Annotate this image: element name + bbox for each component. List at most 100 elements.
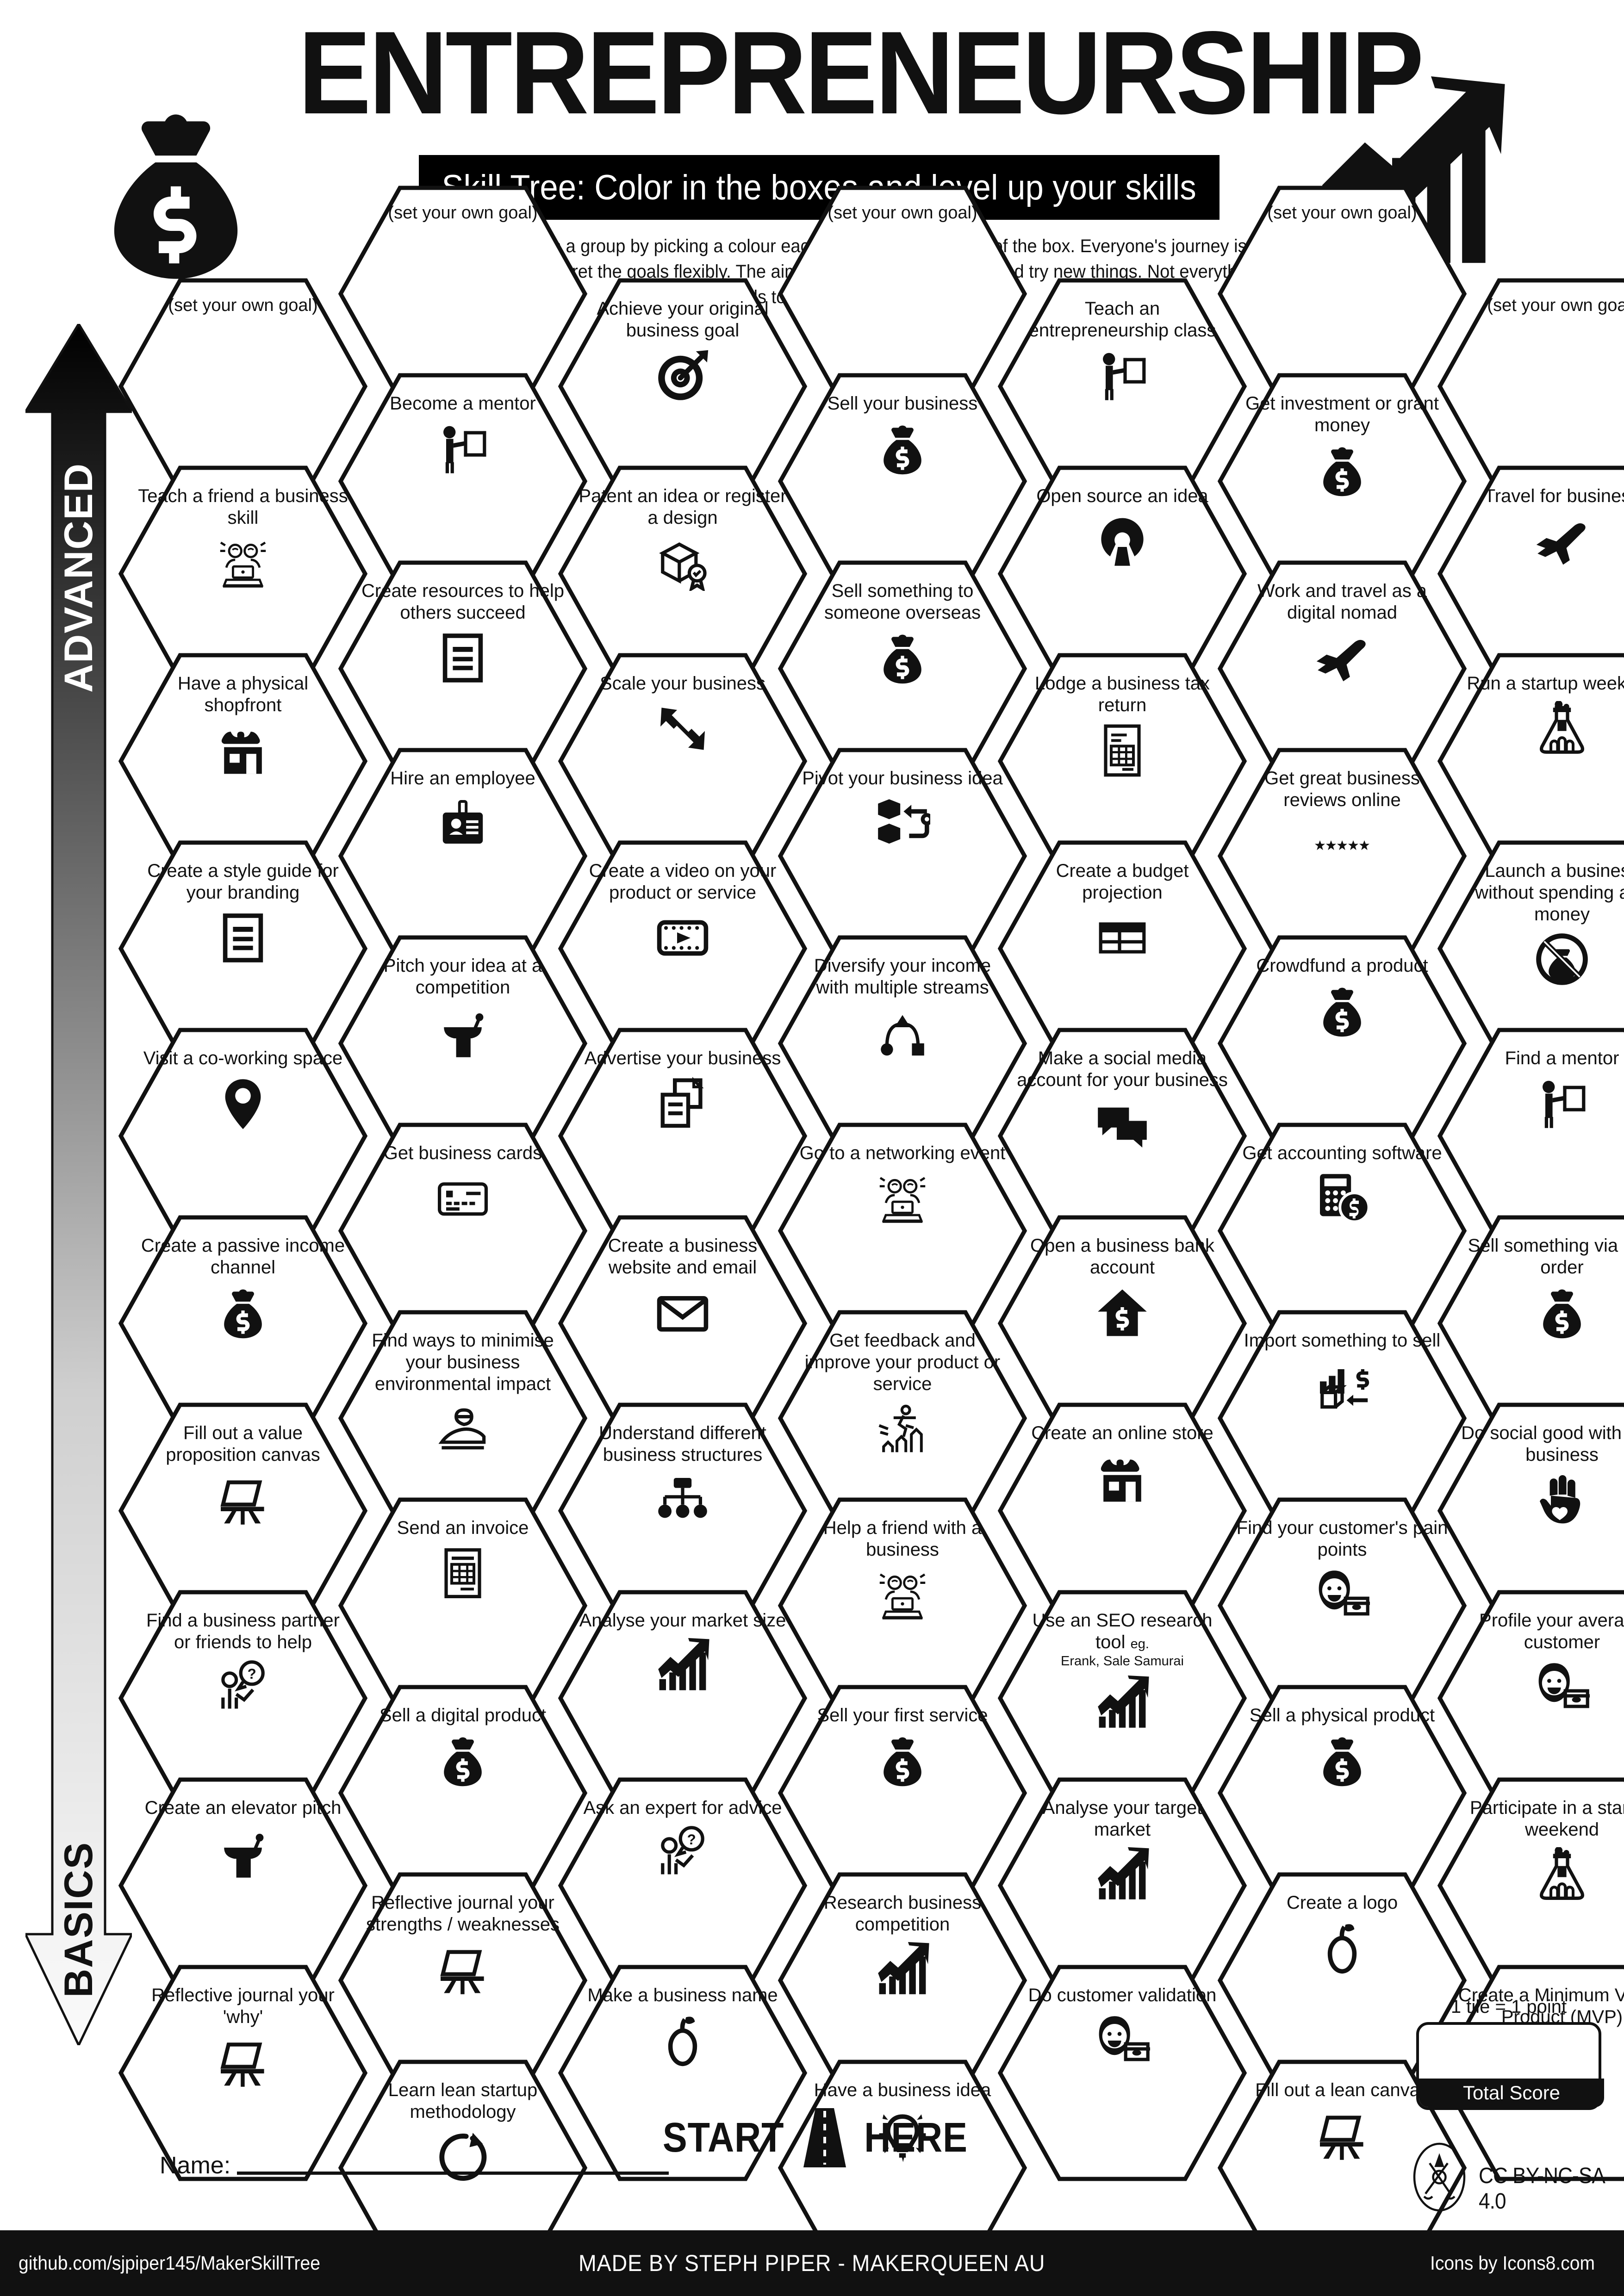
skill-hex[interactable]: Get business cards: [338, 1122, 588, 1340]
document-lines-icon: [435, 630, 491, 686]
bar-chart-arrow-icon: [1095, 1675, 1150, 1731]
skill-hex[interactable]: Import something to sell: [1217, 1309, 1467, 1527]
skill-hex[interactable]: Use an SEO research tool eg. Erank, Sale …: [997, 1589, 1247, 1807]
skill-hex[interactable]: Create an online store: [997, 1402, 1247, 1620]
skill-hex[interactable]: Create a budget projection: [997, 840, 1247, 1057]
skill-hex[interactable]: Help a friend with a business: [778, 1497, 1027, 1714]
skill-hex[interactable]: Get accounting software: [1217, 1122, 1467, 1340]
skill-hex-label: Open source an idea: [1036, 486, 1208, 506]
skill-hex[interactable]: Sell your first service: [778, 1684, 1027, 1902]
skill-hex[interactable]: Advertise your business: [558, 1027, 808, 1245]
skill-hex[interactable]: (set your own goal): [778, 185, 1027, 403]
score-frame[interactable]: Total Score: [1416, 2022, 1604, 2110]
skill-hex[interactable]: Send an invoice: [338, 1497, 588, 1714]
skill-hex[interactable]: Find ways to minimise your business envi…: [338, 1309, 588, 1527]
subtitle-banner: Skill Tree: Color in the boxes and level…: [419, 155, 1220, 220]
skill-hex-label: Create an elevator pitch: [144, 1798, 342, 1818]
skill-hex[interactable]: Ask an expert for advice?: [558, 1777, 808, 1994]
skill-hex[interactable]: Research business competition: [778, 1872, 1027, 2089]
skill-hex[interactable]: Create a video on your product or servic…: [558, 840, 808, 1057]
skill-hex[interactable]: Crowdfund a product: [1217, 935, 1467, 1152]
skill-hex[interactable]: Hire an employee: [338, 747, 588, 965]
skill-hex[interactable]: Sell something to someone overseas: [778, 560, 1027, 777]
skill-hex[interactable]: Participate in a startup weekend: [1437, 1777, 1624, 1994]
skill-hex[interactable]: Create a style guide for your branding: [118, 840, 368, 1057]
skill-hex[interactable]: Have a business idea: [778, 2059, 1027, 2277]
skill-hex[interactable]: Sell your business: [778, 372, 1027, 590]
skill-hex[interactable]: Pitch your idea at a competition: [338, 935, 588, 1152]
skill-hex-label: Launch a business without spending any m…: [1475, 861, 1624, 925]
target-icon: [655, 348, 710, 403]
skill-hex[interactable]: Sell a digital product: [338, 1684, 588, 1902]
skill-hex[interactable]: Become a mentor: [338, 372, 588, 590]
skill-hex-label: Do social good with your business: [1461, 1423, 1624, 1465]
skill-hex[interactable]: Go to a networking event: [778, 1122, 1027, 1340]
skill-hex[interactable]: Sell something via pre-order: [1437, 1215, 1624, 1432]
skill-hex[interactable]: Sell a physical product: [1217, 1684, 1467, 1902]
skill-hex-label: Understand different business structures: [599, 1423, 766, 1465]
bottom-bar: github.com/sjpiper145/MakerSkillTree MAD…: [0, 2230, 1624, 2296]
skill-hex[interactable]: Lodge a business tax return: [997, 652, 1247, 870]
total-score-box[interactable]: Total Score: [1416, 2022, 1604, 2124]
skill-hex[interactable]: Open a business bank account: [997, 1215, 1247, 1432]
skill-hex[interactable]: Scale your business: [558, 652, 808, 870]
skill-hex[interactable]: Create a business website and email: [558, 1215, 808, 1432]
skill-hex[interactable]: Have a physical shopfront: [118, 652, 368, 870]
skill-hex[interactable]: (set your own goal): [118, 278, 368, 495]
road-icon: [803, 2108, 846, 2167]
skill-hex[interactable]: Fill out a value proposition canvas: [118, 1402, 368, 1620]
skill-hex[interactable]: Run a startup weekend: [1437, 652, 1624, 870]
skill-hex[interactable]: Create a passive income channel: [118, 1215, 368, 1432]
skill-hex[interactable]: Teach an entrepreneurship class: [997, 278, 1247, 495]
skill-hex[interactable]: Create resources to help others succeed: [338, 560, 588, 777]
name-field-row[interactable]: Name:: [160, 2142, 669, 2179]
skill-hex[interactable]: Visit a co-working space: [118, 1027, 368, 1245]
icons-credit[interactable]: Icons by Icons8.com: [1430, 2252, 1595, 2274]
org-chart-icon: [655, 1472, 710, 1528]
skill-hex-label: Create a business website and email: [608, 1235, 758, 1278]
skill-hex-label: Create a passive income channel: [141, 1235, 345, 1278]
skill-hex[interactable]: Learn lean startup methodology: [338, 2059, 588, 2277]
skill-hex[interactable]: Reflective journal your 'why': [118, 1964, 368, 2182]
skill-hex[interactable]: Diversify your income with multiple stre…: [778, 935, 1027, 1152]
skill-hex[interactable]: Make a social media account for your bus…: [997, 1027, 1247, 1245]
skill-hex[interactable]: (set your own goal): [1437, 278, 1624, 495]
skill-hex[interactable]: Do customer validation: [997, 1964, 1247, 2182]
skill-hex-label: Work and travel as a digital nomad: [1257, 581, 1427, 623]
name-input-line[interactable]: [237, 2172, 669, 2175]
skill-hex[interactable]: Analyse your market size: [558, 1589, 808, 1807]
skill-hex[interactable]: Create an elevator pitch: [118, 1777, 368, 1994]
copy-doc-icon: [655, 1076, 710, 1131]
skill-hex[interactable]: Find a business partner or friends to he…: [118, 1589, 368, 1807]
skill-hex[interactable]: Patent an idea or register a design: [558, 465, 808, 683]
skill-hex[interactable]: Fill out a lean canvas: [1217, 2059, 1467, 2277]
skill-hex[interactable]: Work and travel as a digital nomad: [1217, 560, 1467, 777]
skill-hex[interactable]: Teach a friend a business skill: [118, 465, 368, 683]
pear-icon: [655, 2013, 710, 2068]
skill-hex[interactable]: Analyse your target market: [997, 1777, 1247, 1994]
skill-hex[interactable]: Get feedback and improve your product or…: [778, 1309, 1027, 1527]
skill-hex[interactable]: Launch a business without spending any m…: [1437, 840, 1624, 1057]
skill-hex[interactable]: (set your own goal): [1217, 185, 1467, 403]
skill-hex[interactable]: Achieve your original business goal: [558, 278, 808, 495]
skill-hex[interactable]: Reflective journal your strengths / weak…: [338, 1872, 588, 2089]
skill-hex[interactable]: Open source an idea: [997, 465, 1247, 683]
money-bag-icon: [1314, 443, 1370, 498]
skill-hex-label: Teach a friend a business skill: [138, 486, 348, 528]
github-link[interactable]: github.com/sjpiper145/MakerSkillTree: [19, 2252, 321, 2274]
skill-hex[interactable]: Understand different business structures: [558, 1402, 808, 1620]
shopfront-icon: [215, 723, 271, 778]
skill-hex-label: Have a business idea: [814, 2080, 991, 2100]
skill-hex[interactable]: Pivot your business idea: [778, 747, 1027, 965]
skill-hex[interactable]: Do social good with your business: [1437, 1402, 1624, 1620]
skill-hex[interactable]: Profile your average customer: [1437, 1589, 1624, 1807]
skill-hex-label: Find your customer's pain points: [1236, 1518, 1448, 1560]
skill-hex[interactable]: Get great business reviews online: [1217, 747, 1467, 965]
skill-hex[interactable]: Find a mentor: [1437, 1027, 1624, 1245]
skill-hex[interactable]: Travel for business: [1437, 465, 1624, 683]
skill-hex[interactable]: (set your own goal): [338, 185, 588, 403]
skill-hex[interactable]: Get investment or grant money: [1217, 372, 1467, 590]
skill-hex[interactable]: Find your customer's pain points: [1217, 1497, 1467, 1714]
skill-hex[interactable]: Make a business name: [558, 1964, 808, 2182]
skill-hex[interactable]: Create a logo: [1217, 1872, 1467, 2089]
